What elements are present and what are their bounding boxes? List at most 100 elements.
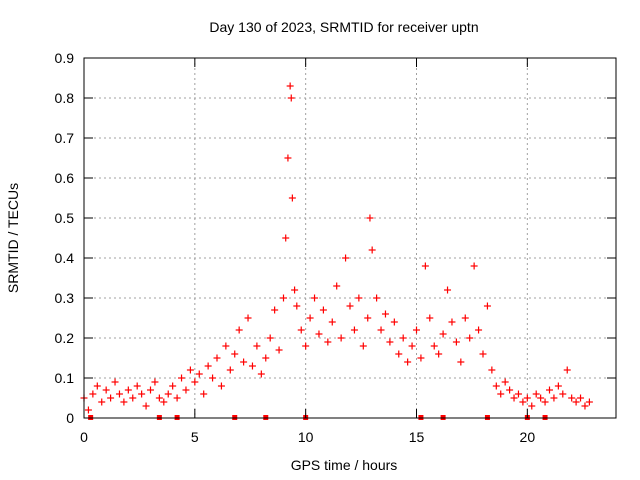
data-point	[147, 386, 154, 394]
y-tick-label: 0	[66, 410, 74, 426]
data-point	[501, 378, 509, 386]
data-point	[559, 390, 567, 398]
x-tick-label: 20	[520, 429, 536, 445]
data-point	[413, 326, 420, 334]
data-point	[315, 330, 323, 338]
chart-title: Day 130 of 2023, SRMTID for receiver upt…	[209, 19, 478, 35]
data-point	[577, 394, 585, 402]
data-point	[262, 354, 270, 362]
data-point	[151, 378, 159, 386]
data-point	[244, 314, 252, 322]
data-point	[286, 82, 294, 90]
data-point	[253, 342, 261, 350]
data-point	[426, 314, 434, 322]
data-point	[492, 382, 500, 390]
data-point	[169, 382, 177, 390]
gridlines	[84, 58, 616, 418]
data-point	[222, 342, 230, 350]
data-point	[195, 370, 203, 378]
data-point	[461, 314, 469, 322]
data-point	[282, 234, 290, 242]
x-tick-label: 15	[409, 429, 425, 445]
data-point	[107, 394, 115, 402]
data-point	[421, 262, 429, 270]
data-point	[213, 354, 221, 362]
data-point	[102, 386, 110, 394]
data-points	[80, 82, 593, 414]
data-point	[93, 382, 101, 390]
data-point	[284, 154, 292, 162]
data-point	[240, 358, 248, 366]
data-point	[124, 386, 132, 394]
data-point	[337, 334, 345, 342]
data-point	[271, 306, 279, 314]
data-point	[133, 382, 141, 390]
x-tick-label: 5	[191, 429, 199, 445]
data-point	[381, 310, 389, 318]
data-point	[346, 302, 354, 310]
data-point	[288, 194, 296, 202]
data-point	[585, 398, 593, 406]
data-point	[200, 390, 208, 398]
data-point	[129, 394, 137, 402]
data-point	[89, 390, 97, 398]
data-point	[457, 358, 465, 366]
data-point	[546, 386, 553, 394]
data-point	[537, 394, 545, 402]
data-point	[98, 398, 106, 406]
y-tick-labels: 0 0.1 0.2 0.3 0.4 0.5 0.6 0.7 0.8 0.9	[55, 50, 75, 426]
data-point	[311, 294, 319, 302]
data-point	[479, 350, 487, 358]
data-point	[164, 390, 172, 398]
y-tick-label: 0.1	[55, 370, 75, 386]
x-tick-label: 10	[298, 429, 314, 445]
data-point	[226, 366, 234, 374]
data-point	[497, 390, 505, 398]
data-point	[523, 394, 531, 402]
x-axis-label: GPS time / hours	[291, 457, 398, 473]
data-point	[395, 350, 403, 358]
data-point	[266, 334, 274, 342]
data-point	[390, 318, 398, 326]
data-point	[550, 394, 558, 402]
data-point	[280, 294, 287, 302]
data-point	[488, 366, 496, 374]
x-tick-labels: 0 5 10 15 20	[80, 429, 535, 445]
data-point	[355, 294, 363, 302]
y-tick-label: 0.4	[55, 250, 75, 266]
data-point	[444, 286, 452, 294]
data-point	[217, 382, 225, 390]
data-point	[248, 362, 256, 370]
data-point	[466, 334, 474, 342]
data-point	[319, 306, 327, 314]
data-point	[324, 338, 332, 346]
data-point	[541, 398, 549, 406]
data-point	[514, 390, 522, 398]
data-point	[572, 398, 580, 406]
data-point	[155, 394, 163, 402]
data-point	[231, 350, 239, 358]
y-tick-label: 0.5	[55, 210, 75, 226]
data-point	[366, 214, 374, 222]
data-point	[439, 330, 447, 338]
data-point	[377, 326, 385, 334]
data-point	[532, 390, 540, 398]
data-point	[173, 394, 181, 402]
x-tick-label: 0	[80, 429, 88, 445]
data-point	[115, 390, 123, 398]
data-point	[291, 286, 299, 294]
data-point	[359, 342, 367, 350]
data-point	[111, 378, 119, 386]
data-point	[120, 398, 128, 406]
data-point	[178, 374, 186, 382]
data-point	[399, 334, 407, 342]
data-point	[235, 326, 243, 334]
data-point	[430, 342, 438, 350]
data-point	[483, 302, 491, 310]
data-point	[342, 254, 350, 262]
data-point	[182, 386, 190, 394]
data-point	[191, 378, 199, 386]
data-point	[528, 402, 536, 410]
